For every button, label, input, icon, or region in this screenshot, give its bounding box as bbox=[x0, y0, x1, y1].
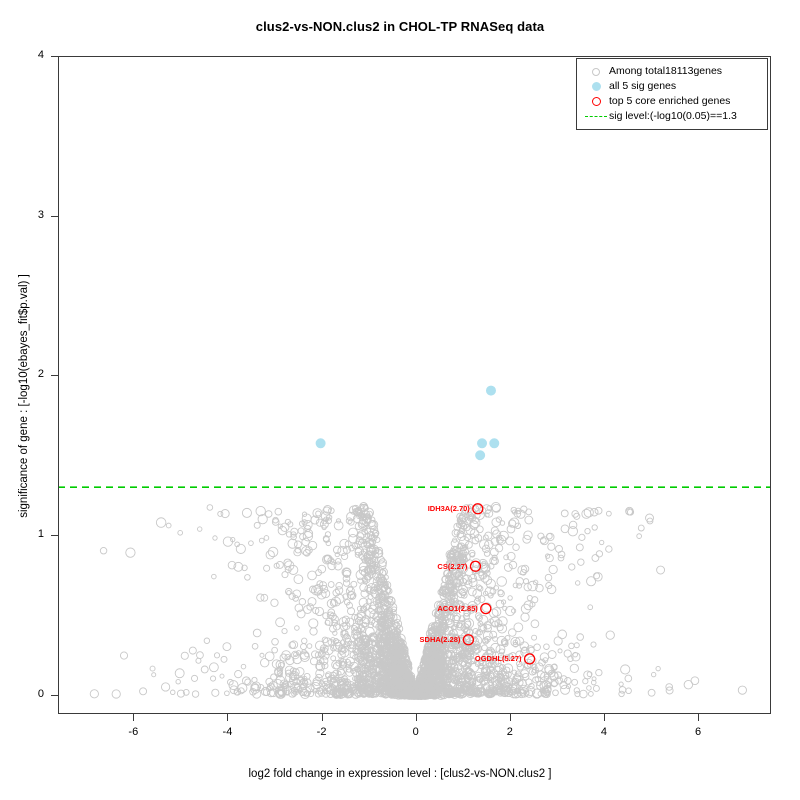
gene-label: ACO1(2.85) bbox=[437, 604, 478, 614]
y-tick-label: 4 bbox=[37, 49, 44, 61]
green-dashed-line-icon bbox=[583, 116, 609, 117]
x-tick-label: 4 bbox=[600, 726, 607, 738]
y-tick-label: 1 bbox=[37, 528, 44, 541]
y-tick-mark bbox=[51, 694, 58, 696]
plot-canvas bbox=[58, 56, 771, 714]
plot-frame bbox=[58, 56, 771, 714]
x-tick-label: -4 bbox=[222, 726, 233, 738]
y-tick-label: 3 bbox=[37, 208, 44, 221]
page-title: clus2-vs-NON.clus2 in CHOL-TP RNASeq dat… bbox=[255, 19, 545, 34]
gene-label: IDH3A(2.70) bbox=[427, 504, 470, 514]
x-tick-mark bbox=[603, 714, 605, 721]
x-tick-label: -2 bbox=[316, 726, 327, 738]
legend-item-core-enriched: top 5 core enriched genes bbox=[583, 94, 763, 109]
y-tick-mark bbox=[51, 215, 58, 217]
x-tick-mark bbox=[698, 714, 700, 721]
legend-box: Among total18113genes all 5 sig genes to… bbox=[576, 58, 768, 130]
x-tick-label: 0 bbox=[412, 726, 419, 738]
x-tick-mark bbox=[227, 714, 229, 721]
x-tick-label: 2 bbox=[506, 726, 513, 738]
open-gray-circle-icon bbox=[583, 67, 609, 76]
x-tick-mark bbox=[321, 714, 323, 721]
gene-label: OGDHL(5.27) bbox=[474, 654, 522, 664]
open-red-circle-icon bbox=[583, 97, 609, 106]
filled-blue-circle-icon bbox=[583, 82, 609, 91]
legend-label: top 5 core enriched genes bbox=[609, 95, 731, 107]
scatter-points-layer bbox=[58, 385, 771, 700]
y-axis-title: significance of gene : [-log10(ebayes_fi… bbox=[18, 274, 30, 518]
legend-item-total-genes: Among total18113genes bbox=[583, 64, 763, 79]
x-tick-label: -6 bbox=[128, 726, 139, 738]
x-tick-label: 6 bbox=[694, 726, 702, 738]
y-tick-label: 2 bbox=[37, 368, 44, 381]
legend-label: all 5 sig genes bbox=[609, 80, 677, 92]
x-tick-mark bbox=[133, 714, 135, 721]
y-tick-mark bbox=[51, 535, 58, 537]
legend-label: sig level:(-log10(0.05)==1.3 bbox=[609, 110, 737, 122]
legend-item-sig-genes: all 5 sig genes bbox=[583, 79, 763, 94]
legend-item-sig-level: sig level:(-log10(0.05)==1.3 bbox=[583, 109, 763, 124]
x-tick-mark bbox=[509, 714, 511, 721]
y-tick-mark bbox=[51, 56, 58, 57]
y-tick-mark bbox=[51, 375, 58, 377]
x-tick-mark bbox=[415, 714, 417, 721]
y-tick-label: 0 bbox=[37, 687, 44, 700]
gene-label: CS(2.27) bbox=[437, 561, 468, 571]
legend-label: Among total18113genes bbox=[609, 65, 723, 77]
gene-label: SDHA(2.28) bbox=[419, 635, 461, 645]
x-axis-title: log2 fold change in expression level : [… bbox=[248, 768, 552, 780]
